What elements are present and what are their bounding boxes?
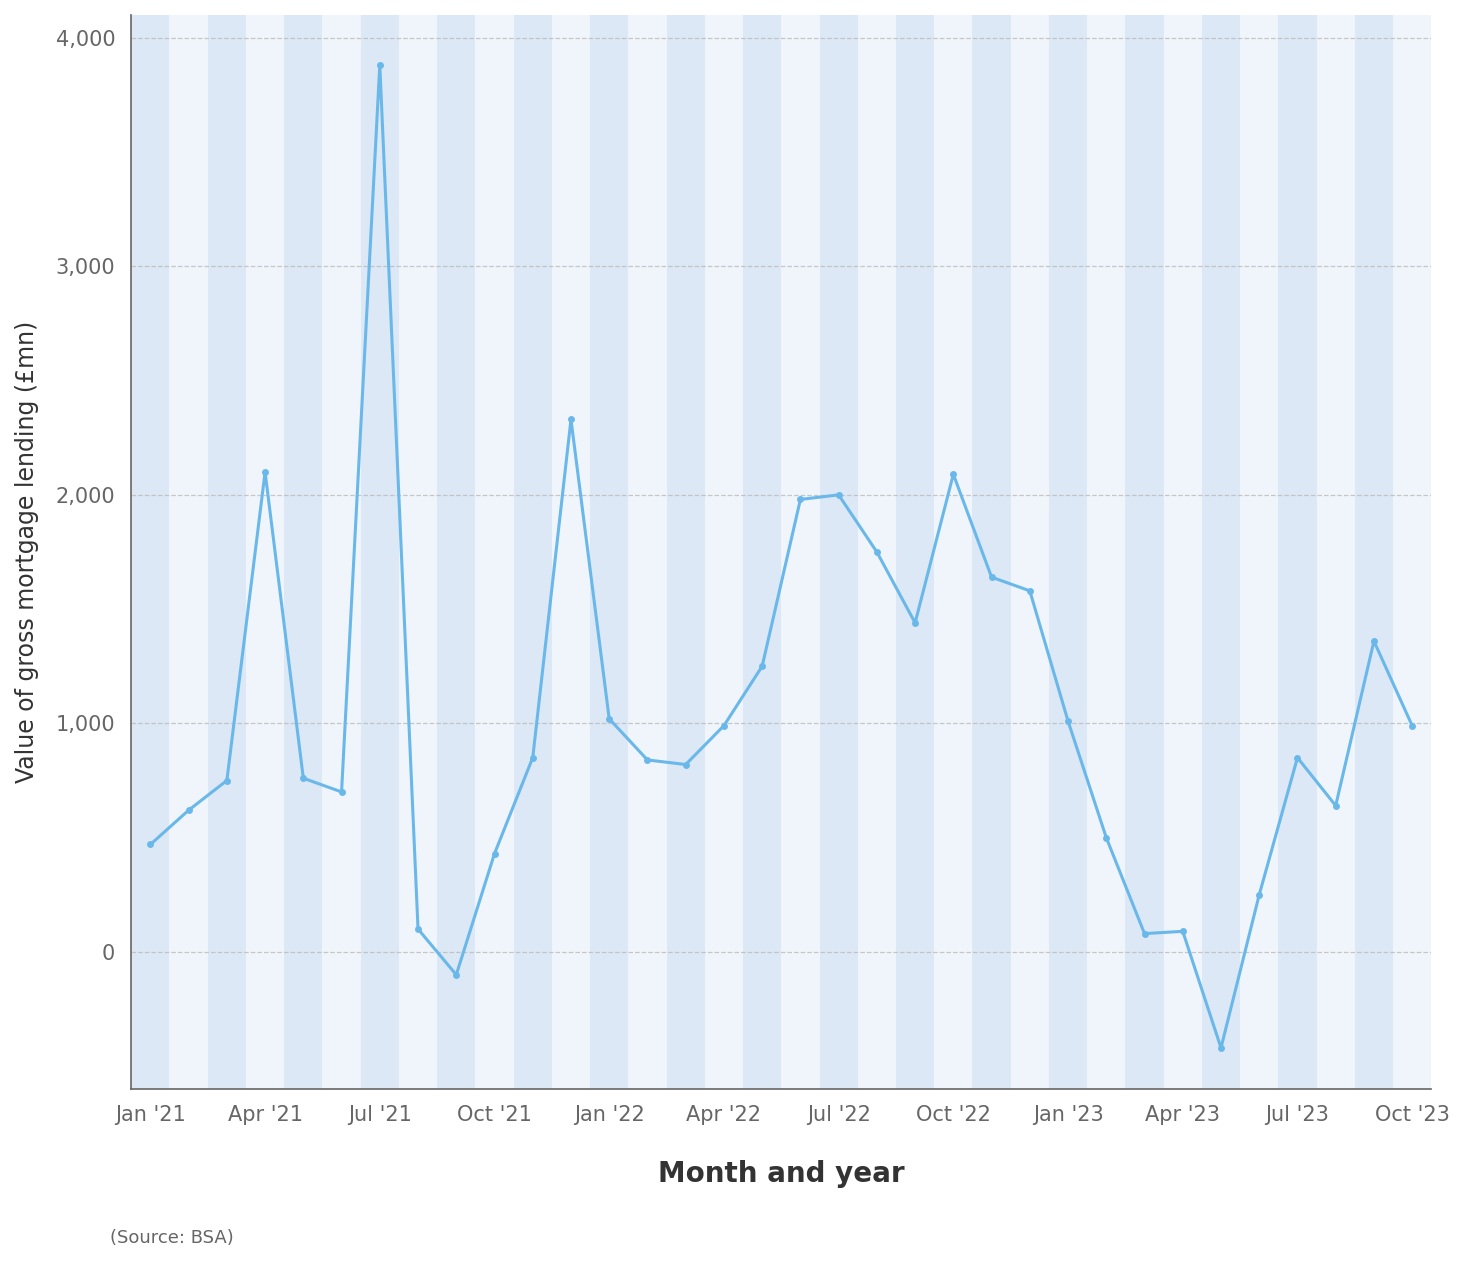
- Text: (Source: BSA): (Source: BSA): [110, 1229, 233, 1247]
- Bar: [1432, 15, 1451, 1089]
- Bar: [513, 15, 552, 1089]
- Bar: [361, 15, 399, 1089]
- X-axis label: Month and year: Month and year: [659, 1160, 905, 1188]
- Bar: [323, 15, 361, 1089]
- Bar: [1163, 15, 1201, 1089]
- Bar: [1125, 15, 1163, 1089]
- Bar: [896, 15, 934, 1089]
- Bar: [1201, 15, 1240, 1089]
- Bar: [666, 15, 704, 1089]
- Bar: [1011, 15, 1049, 1089]
- Bar: [1356, 15, 1394, 1089]
- Bar: [1278, 15, 1316, 1089]
- Y-axis label: Value of gross mortgage lending (£mn): Value of gross mortgage lending (£mn): [15, 320, 40, 784]
- Bar: [590, 15, 628, 1089]
- Bar: [704, 15, 744, 1089]
- Bar: [285, 15, 323, 1089]
- Bar: [246, 15, 285, 1089]
- Bar: [820, 15, 858, 1089]
- Bar: [628, 15, 666, 1089]
- Bar: [1240, 15, 1278, 1089]
- Bar: [934, 15, 973, 1089]
- Bar: [1316, 15, 1356, 1089]
- Bar: [858, 15, 896, 1089]
- Bar: [399, 15, 437, 1089]
- Bar: [782, 15, 820, 1089]
- Bar: [170, 15, 208, 1089]
- Bar: [744, 15, 782, 1089]
- Bar: [1049, 15, 1087, 1089]
- Bar: [1087, 15, 1125, 1089]
- Bar: [437, 15, 475, 1089]
- Bar: [973, 15, 1011, 1089]
- Bar: [131, 15, 170, 1089]
- Bar: [208, 15, 246, 1089]
- Bar: [552, 15, 590, 1089]
- Bar: [475, 15, 513, 1089]
- Bar: [1394, 15, 1432, 1089]
